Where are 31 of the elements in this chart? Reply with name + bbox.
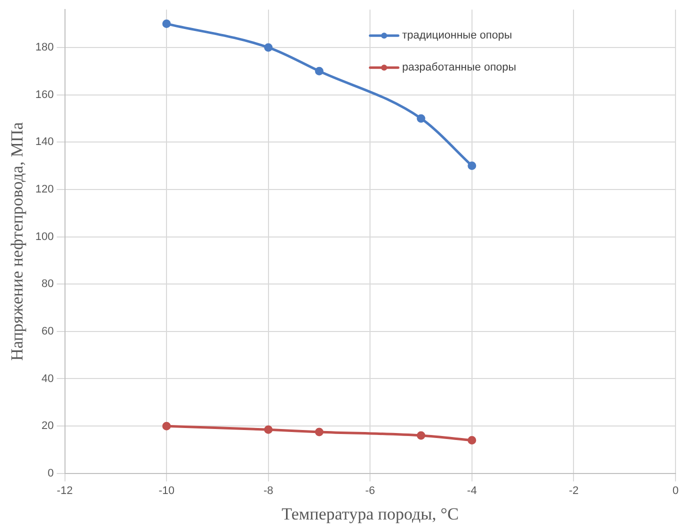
y-tick-label: 20 [42,420,54,432]
point [468,436,476,445]
point [264,425,273,434]
x-tick-label: -6 [365,485,376,498]
legend-label: разработанные опоры [402,62,516,74]
y-tick-label: 160 [35,88,54,101]
point [314,66,324,76]
x-tick-label: -10 [158,485,174,498]
y-tick-label: 120 [35,183,54,196]
x-tick-label: 0 [672,485,679,498]
y-tick-label: 80 [42,278,54,290]
point [162,20,171,28]
legend-label: традиционные опоры [402,30,512,42]
y-tick-label: 0 [48,467,54,480]
point [264,43,273,52]
point [416,431,426,440]
y-tick-label: 40 [42,372,54,385]
y-tick-label: 140 [35,136,54,148]
point [416,114,426,123]
x-tick-label: -2 [568,485,579,498]
x-tick-label: -4 [467,485,477,498]
y-axis-title: Напряжение нефтепровода, МПа [8,122,27,361]
x-axis-title: Температура породы, °C [282,504,459,524]
x-tick-label: -12 [56,485,73,498]
y-tick-label: 60 [42,325,54,338]
point [468,162,476,170]
y-tick-label: 100 [35,230,54,243]
point [162,422,171,430]
x-tick-label: -8 [263,485,274,498]
y-tick-label: 180 [35,41,54,54]
point [314,428,324,436]
